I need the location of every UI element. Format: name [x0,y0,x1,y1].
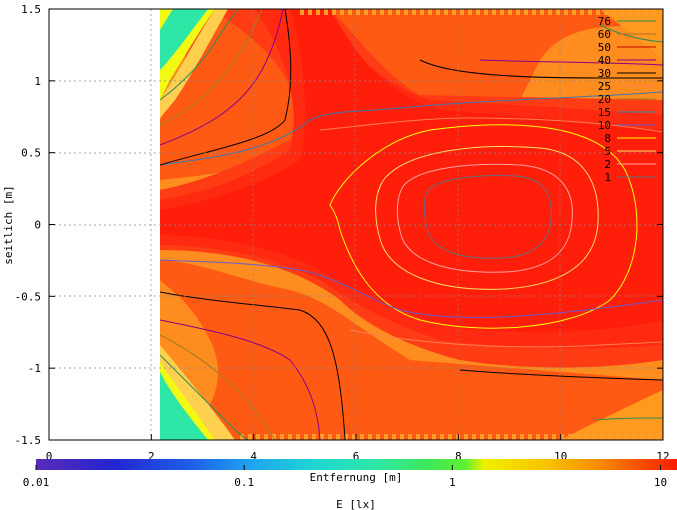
contour-lines [159,9,663,440]
y-tick-label: 0 [34,219,41,232]
colorbar-tick-label: 10 [654,476,667,489]
colorbar-tick-label: 0.01 [23,476,50,489]
x-tick-label: 2 [148,450,155,463]
y-axis-label: seitlich [m] [2,185,15,264]
colorbar-tick-label: 1 [449,476,456,489]
legend-label: 15 [598,106,611,119]
y-tick-label: -1 [28,362,41,375]
colorbar-ticks: 0.01 0.1 1 10 [23,465,667,489]
y-tick-label: 0.5 [21,147,41,160]
legend-label: 30 [598,67,611,80]
legend-label: 2 [604,158,611,171]
legend-label: 50 [598,41,611,54]
y-tick-label: -0.5 [15,290,42,303]
x-axis-label: Entfernung [m] [310,471,403,484]
y-tick-label: -1.5 [15,434,42,447]
colorbar-label: E [lx] [336,498,376,510]
y-tick-label: 1 [34,75,41,88]
legend-label: 8 [604,132,611,145]
legend-label: 20 [598,93,611,106]
colorbar [36,459,677,470]
y-tick-label: 1.5 [21,3,41,16]
x-tick-label: 4 [250,450,257,463]
x-tick-label: 8 [455,450,462,463]
legend-label: 76 [598,15,611,28]
y-axis-ticks: 1.5 1 0.5 0 -0.5 -1 -1.5 [15,3,663,447]
legend-label: 25 [598,80,611,93]
x-tick-label: 6 [353,450,360,463]
legend-label: 1 [604,171,611,184]
legend-label: 5 [604,145,611,158]
grid [49,9,663,440]
heatmap-surface [160,9,663,440]
x-tick-label: 0 [46,450,53,463]
colorbar-tick-label: 0.1 [234,476,254,489]
legend-label: 40 [598,54,611,67]
legend-label: 10 [598,119,611,132]
legend-label: 60 [598,28,611,41]
